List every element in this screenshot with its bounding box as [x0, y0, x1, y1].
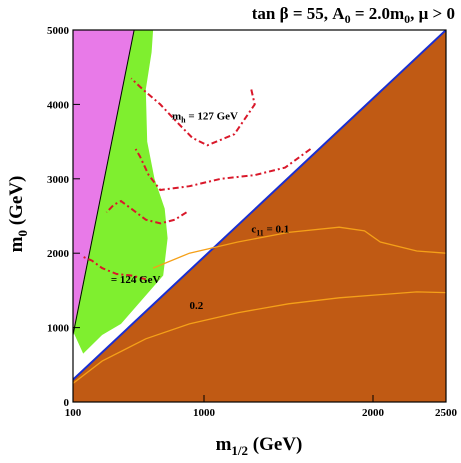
contour-lines: [73, 77, 446, 384]
contour-label-1: = 124 GeV: [111, 274, 161, 286]
x-tick-label: 2500: [435, 407, 458, 419]
y-tick-label: 3000: [47, 174, 70, 186]
x-tick-label: 1000: [193, 407, 216, 419]
y-tick-label: 2000: [47, 248, 70, 260]
contour-line-5: [73, 291, 446, 384]
x-tick-label: 2000: [362, 407, 385, 419]
y-tick-label: 5000: [47, 25, 70, 37]
contour-line-0: [130, 77, 256, 147]
contour-label-0: mh = 127 GeV: [172, 110, 238, 124]
y-tick-label: 4000: [47, 99, 70, 111]
region-dark-matter-allowed: [73, 30, 168, 354]
region-charged-LSP-excluded: [73, 30, 446, 402]
contour-label-2: c11 = 0.1: [251, 223, 289, 237]
plot-frame: [72, 29, 447, 403]
contour-line-3: [82, 255, 147, 281]
contour-annotations: mh = 127 GeV = 124 GeV c11 = 0.1 0.2: [111, 110, 289, 312]
excluded-regions: [73, 30, 446, 402]
contour-label-3: 0.2: [189, 300, 203, 312]
ewsb-boundary-line: [73, 30, 135, 336]
y-axis-title: m0 (GeV): [6, 176, 30, 253]
contour-line-2: [105, 199, 188, 225]
x-axis-title: m1/2 (GeV): [216, 434, 303, 458]
axis-ticks: 100 1000 2000 2500 0 1000 2000 3000 4000 5000: [47, 25, 458, 419]
lsp-boundary-line: [73, 30, 446, 381]
contour-line-1: [134, 148, 312, 192]
contour-line-4: [152, 226, 446, 269]
y-tick-label: 0: [64, 397, 70, 409]
chart-title: tan β = 55, A0 = 2.0m0, μ > 0: [252, 4, 455, 26]
x-tick-label: 100: [65, 407, 82, 419]
y-tick-label: 1000: [47, 323, 70, 335]
